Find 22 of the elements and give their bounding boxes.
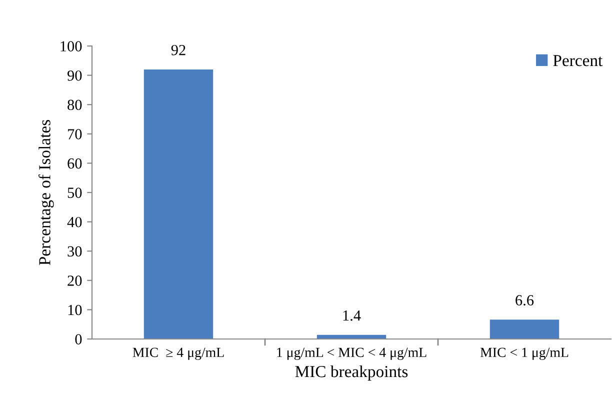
data-label: 6.6 — [516, 295, 534, 306]
y-tick-label: 20 — [68, 276, 82, 286]
x-axis-title: MIC breakpoints — [295, 365, 408, 381]
y-axis-title: Percentage of Isolates — [38, 120, 54, 266]
y-tick-label: 100 — [60, 41, 82, 52]
y-tick-label: 40 — [67, 216, 82, 228]
x-tick-label: 1 μg/mL < MIC < 4 μg/mL — [277, 348, 426, 360]
data-label: 1.4 — [343, 310, 361, 321]
y-tick-label: 0 — [75, 334, 82, 344]
data-label: 92 — [171, 44, 186, 56]
y-tick-label: 10 — [68, 304, 82, 316]
y-tick-label: 50 — [68, 188, 82, 198]
legend-label: Percent — [553, 55, 603, 66]
y-tick-label: 80 — [68, 100, 82, 110]
x-tick-label: MIC ≥ 4 μg/mL — [132, 348, 224, 360]
y-tick-label: 30 — [68, 246, 82, 257]
y-tick-label: 60 — [68, 158, 82, 169]
y-tick-label: 70 — [68, 129, 82, 140]
y-tick-label: 90 — [67, 70, 82, 81]
bar — [144, 69, 214, 339]
x-tick-label: MIC < 1 μg/mL — [480, 348, 568, 360]
bar — [490, 320, 560, 339]
